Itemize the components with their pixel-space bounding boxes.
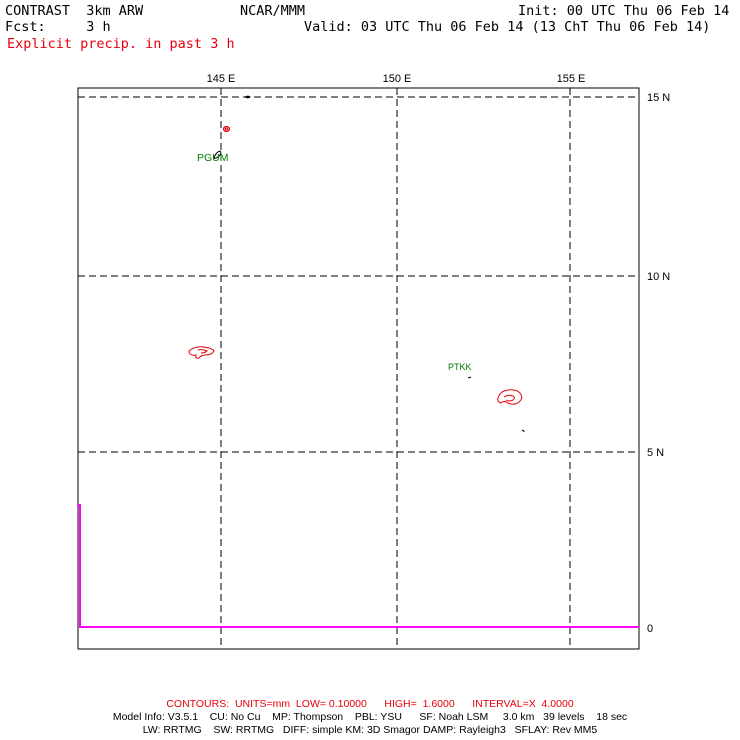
island-coast (243, 95, 252, 99)
valid-time: Valid: 03 UTC Thu 06 Feb 14 (13 ChT Thu … (304, 19, 711, 35)
boundary-trace (78, 504, 639, 628)
island-coast-guam (213, 150, 222, 159)
island-coast (467, 376, 472, 379)
map-frame (77, 87, 640, 650)
contours-info: CONTOURS: UNITS=mm LOW= 0.10000 HIGH= 1.… (166, 698, 574, 710)
lat-label: 10 N (647, 271, 670, 283)
precip-contour (197, 349, 208, 354)
precip-contour (224, 127, 229, 131)
precip-contour (497, 389, 523, 405)
init-time: Init: 00 UTC Thu 06 Feb 14 (518, 3, 730, 19)
model-title: CONTRAST 3km ARW (5, 3, 144, 19)
zero-label: 0 (647, 623, 653, 635)
model-info-2: LW: RRTMG SW: RRTMG DIFF: simple KM: 3D … (142, 724, 598, 736)
forecast-hour: Fcst: 3 h (5, 19, 111, 35)
lon-label: 150 E (383, 73, 412, 85)
precip-contour (188, 346, 215, 359)
field-title: Explicit precip. in past 3 h (7, 36, 235, 52)
station-label-ptkk: PTKK (448, 362, 472, 372)
precip-contour (503, 394, 515, 402)
model-info: Model Info: V3.5.1 CU: No Cu MP: Thompso… (112, 711, 628, 723)
lat-label: 15 N (647, 92, 670, 104)
station-label-pgum: PGUM (197, 152, 229, 164)
lon-label: 155 E (557, 73, 586, 85)
precip-contour (222, 125, 231, 133)
lat-label: 5 N (647, 447, 664, 459)
island-coast (521, 429, 525, 432)
lon-label: 145 E (207, 73, 236, 85)
center-name: NCAR/MMM (240, 3, 306, 19)
